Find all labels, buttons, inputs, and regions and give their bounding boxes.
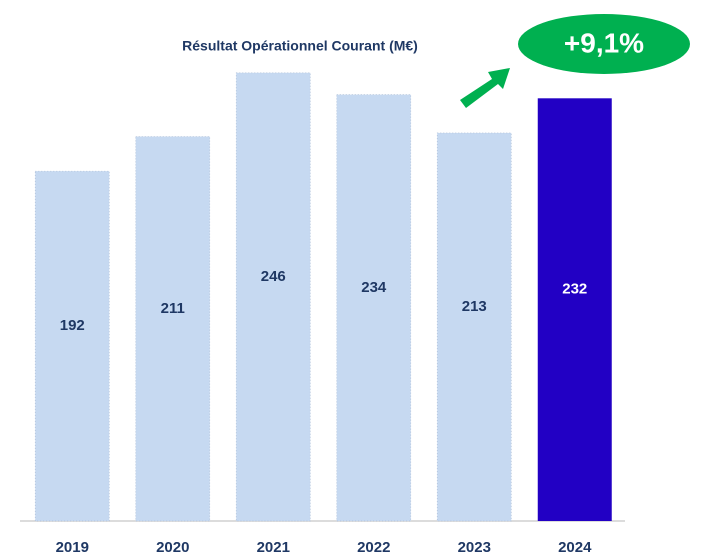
data-label: 234: [361, 279, 387, 296]
x-tick-label: 2021: [257, 539, 290, 556]
x-tick-label: 2019: [56, 539, 89, 556]
chart-title: Résultat Opérationnel Courant (M€): [182, 38, 418, 54]
data-label: 246: [261, 268, 286, 285]
bar: [135, 136, 211, 522]
data-label: 232: [562, 281, 587, 298]
x-tick-label: 2020: [156, 539, 189, 556]
data-label: 211: [161, 300, 185, 317]
bar: [336, 94, 412, 522]
data-label: 192: [60, 317, 85, 334]
data-label: 213: [462, 298, 487, 315]
annotation: +9,1%: [564, 27, 644, 58]
annotation-badge: [518, 14, 690, 74]
x-tick-label: 2023: [458, 539, 491, 556]
x-tick-label: 2022: [357, 539, 390, 556]
bar: [235, 72, 311, 522]
growth-arrow: [460, 68, 510, 108]
x-tick-label: 2024: [558, 539, 592, 556]
bar: [537, 98, 612, 521]
bar: [34, 170, 110, 522]
bar: [436, 132, 512, 522]
